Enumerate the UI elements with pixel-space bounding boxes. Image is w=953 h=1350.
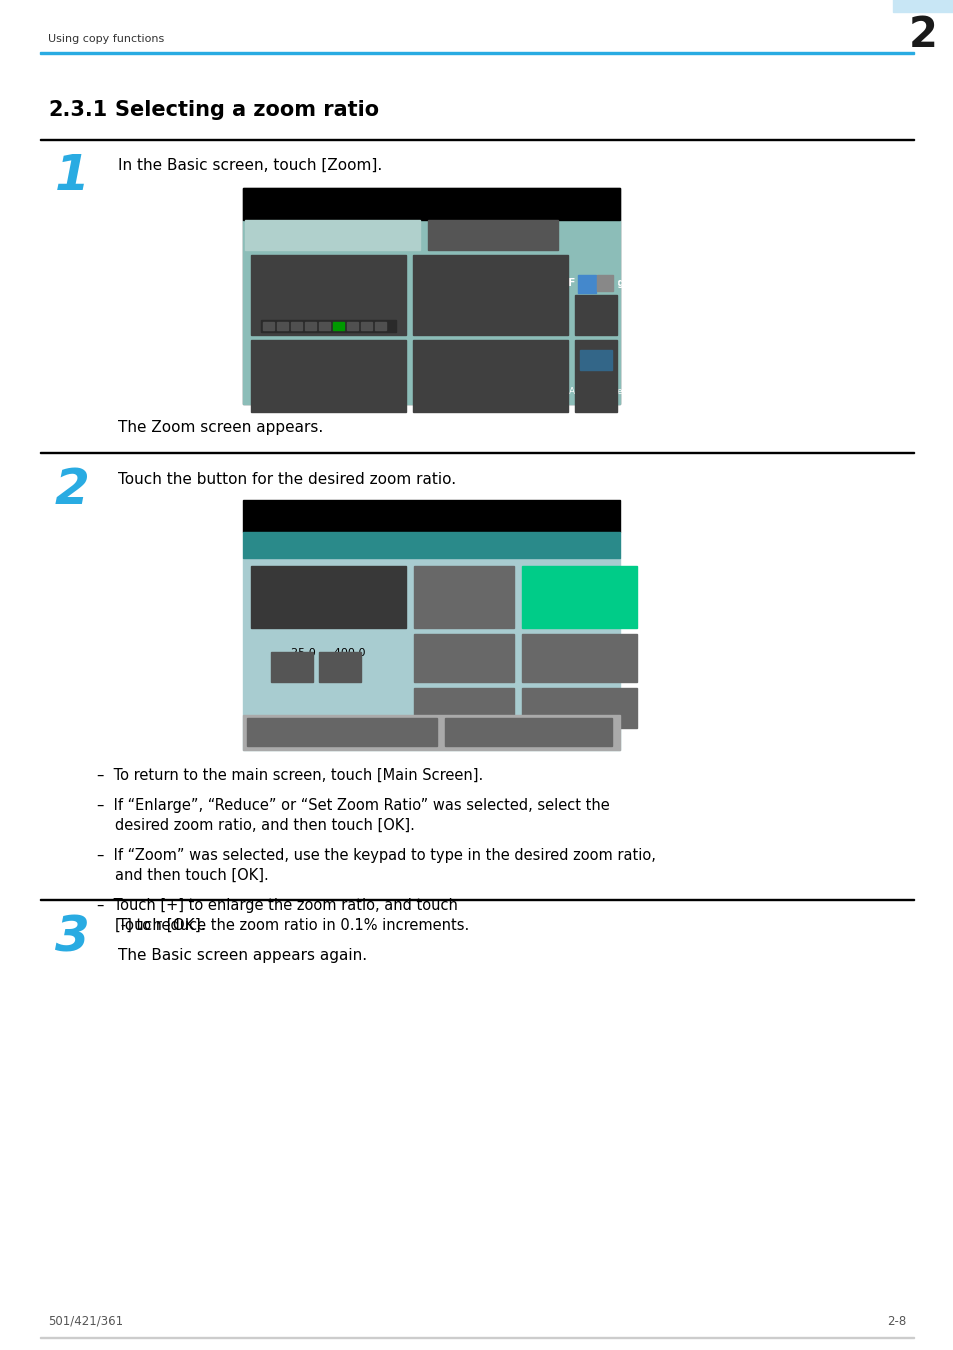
Text: –  If “Enlarge”, “Reduce” or “Set Zoom Ratio” was selected, select the: – If “Enlarge”, “Reduce” or “Set Zoom Ra…: [97, 798, 609, 813]
Text: The Basic screen appears again.: The Basic screen appears again.: [118, 948, 367, 963]
Bar: [575, 296, 617, 335]
Bar: [414, 566, 514, 628]
Text: The Zoom screen appears.: The Zoom screen appears.: [118, 420, 323, 435]
Bar: [360, 323, 372, 329]
Text: +: +: [332, 657, 348, 676]
Text: Touch the button for the desired zoom ratio.: Touch the button for the desired zoom ra…: [118, 472, 456, 487]
Bar: [243, 532, 619, 558]
Text: –  To return to the main screen, touch [Main Screen].: – To return to the main screen, touch [M…: [97, 768, 483, 783]
Text: 2-8: 2-8: [886, 1315, 905, 1328]
Text: In the Basic screen, touch [Zoom].: In the Basic screen, touch [Zoom].: [118, 158, 382, 173]
Text: 1: 1: [599, 509, 607, 522]
Text: Paper: Paper: [467, 267, 513, 281]
Text: Zoom: Zoom: [310, 354, 346, 367]
Bar: [521, 688, 637, 728]
Text: Basic: Basic: [314, 228, 350, 242]
Bar: [579, 350, 612, 370]
Bar: [597, 275, 613, 292]
Text: Finishing: Finishing: [567, 278, 624, 288]
Bar: [243, 716, 619, 751]
Bar: [243, 220, 619, 404]
Bar: [414, 688, 514, 728]
Bar: [261, 320, 395, 332]
Bar: [251, 566, 406, 628]
Bar: [243, 188, 619, 220]
Text: Duplex/
Combine: Duplex/ Combine: [465, 354, 515, 375]
Text: –  If “Zoom” was selected, use the keypad to type in the desired zoom ratio,: – If “Zoom” was selected, use the keypad…: [97, 848, 656, 863]
Text: and then touch [OK].: and then touch [OK].: [115, 868, 269, 883]
Text: Auto Rotate
OFF: Auto Rotate OFF: [569, 387, 622, 406]
Text: Auto
Zoom: Auto Zoom: [447, 583, 480, 612]
Text: Re-
duce: Re- duce: [564, 644, 593, 672]
Bar: [251, 255, 406, 335]
Text: 2.3.1: 2.3.1: [48, 100, 107, 120]
Text: Set Zoom Ratio: Set Zoom Ratio: [538, 703, 618, 713]
Bar: [521, 634, 637, 682]
Bar: [263, 323, 274, 329]
Text: Density/
Background: Density/ Background: [296, 267, 359, 289]
Bar: [521, 566, 637, 628]
Text: Full Size: Full Size: [549, 590, 607, 603]
Text: Original
Settings: Original Settings: [471, 219, 514, 240]
Bar: [333, 323, 344, 329]
Text: 100. 0%: 100. 0%: [296, 590, 359, 603]
Bar: [318, 323, 330, 329]
Bar: [575, 255, 617, 296]
Text: 501/421/361: 501/421/361: [48, 1315, 123, 1328]
Bar: [243, 500, 619, 532]
Text: Auto Paper
Select: Auto Paper Select: [459, 292, 520, 313]
Text: Touch [OK].: Touch [OK].: [118, 918, 206, 933]
Text: Main Screen  ↓: Main Screen ↓: [296, 725, 387, 738]
Bar: [375, 323, 386, 329]
Bar: [40, 53, 913, 54]
Bar: [40, 139, 913, 140]
Text: desired zoom ratio, and then touch [OK].: desired zoom ratio, and then touch [OK].: [115, 818, 415, 833]
Bar: [251, 340, 406, 412]
Bar: [444, 718, 612, 747]
Bar: [243, 558, 619, 751]
Text: [-] to reduce the zoom ratio in 0.1% increments.: [-] to reduce the zoom ratio in 0.1% inc…: [115, 918, 469, 933]
Text: 1: 1: [599, 197, 607, 211]
Text: OK: OK: [517, 725, 537, 738]
Text: –  Touch [+] to enlarge the zoom ratio, and touch: – Touch [+] to enlarge the zoom ratio, a…: [97, 898, 457, 913]
Bar: [413, 340, 567, 412]
Bar: [575, 340, 617, 412]
Bar: [318, 652, 360, 682]
Text: −: −: [283, 657, 300, 676]
Text: 1  →  1: 1 → 1: [468, 383, 511, 397]
Bar: [892, 0, 953, 12]
Text: 100.0%: 100.0%: [298, 379, 356, 393]
Text: 25.0  -  400.0: 25.0 - 400.0: [291, 648, 365, 657]
Text: 3: 3: [54, 913, 90, 961]
Bar: [413, 255, 567, 335]
Bar: [578, 275, 596, 293]
Text: Auto: Auto: [306, 292, 350, 309]
Bar: [243, 188, 619, 404]
Text: 1: 1: [54, 153, 90, 200]
Bar: [347, 323, 357, 329]
Bar: [40, 451, 913, 454]
Bar: [40, 899, 913, 900]
Text: Ready to copy.: Ready to copy.: [254, 509, 358, 522]
Bar: [305, 323, 315, 329]
Text: Selecting a zoom ratio: Selecting a zoom ratio: [115, 100, 378, 120]
Text: En-
large: En- large: [449, 644, 478, 672]
Bar: [271, 652, 313, 682]
Text: Using copy functions: Using copy functions: [48, 34, 164, 45]
Text: 2: 2: [907, 14, 937, 55]
Bar: [291, 323, 302, 329]
Text: 2: 2: [54, 466, 90, 514]
Text: Zoom: Zoom: [447, 702, 480, 714]
Bar: [414, 634, 514, 682]
Bar: [245, 220, 419, 250]
Text: Zoom: Zoom: [253, 539, 292, 552]
Bar: [428, 220, 558, 250]
Text: Ready to copy.: Ready to copy.: [254, 197, 358, 211]
Bar: [276, 323, 288, 329]
Bar: [247, 718, 436, 747]
